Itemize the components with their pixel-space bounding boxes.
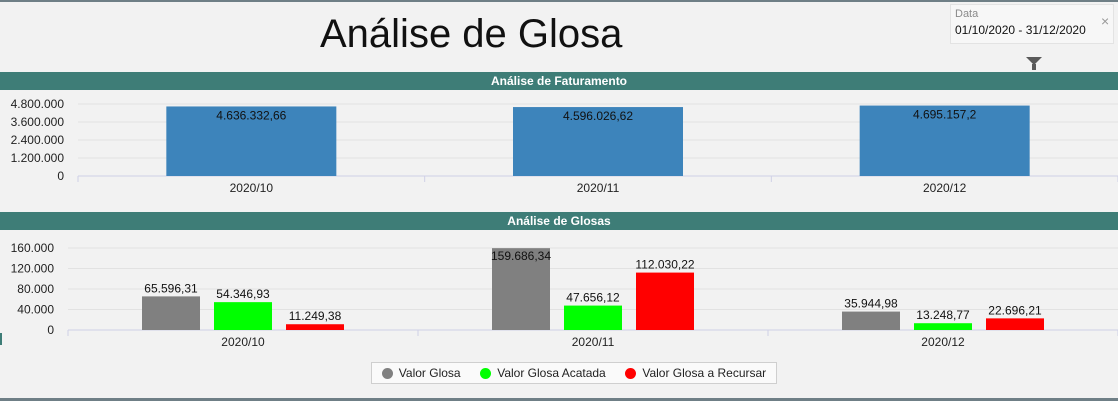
faturamento-header: Análise de Faturamento (0, 72, 1118, 90)
funnel-icon[interactable] (1026, 57, 1042, 65)
bar-data-label: 35.944,98 (844, 297, 898, 311)
legend-dot-icon (381, 367, 393, 379)
glosa-bar (492, 248, 550, 330)
y-tick-label: 4.800.000 (11, 97, 65, 111)
x-category-label: 2020/10 (230, 181, 274, 195)
legend-label: Valor Glosa Acatada (497, 366, 606, 380)
funnel-icon-stem (1032, 64, 1036, 70)
bar-data-label: 4.695.157,2 (913, 108, 977, 122)
legend-dot-icon (625, 367, 637, 379)
date-filter-label: Data (955, 8, 979, 20)
glosa-bar (986, 318, 1044, 330)
glosa-bar (142, 296, 200, 330)
left-marker (0, 333, 2, 345)
glosa-bar (564, 305, 622, 330)
x-category-label: 2020/12 (923, 181, 967, 195)
y-tick-label: 120.000 (11, 262, 55, 276)
bar-data-label: 4.596.026,62 (563, 109, 633, 123)
bar-data-label: 54.346,93 (216, 287, 270, 301)
bar-data-label: 4.636.332,66 (216, 108, 286, 122)
x-category-label: 2020/11 (572, 335, 615, 349)
y-tick-label: 2.400.000 (11, 133, 65, 147)
date-filter-value[interactable]: 01/10/2020 - 31/12/2020 (955, 23, 1086, 37)
top-border (0, 0, 1118, 2)
bar-data-label: 47.656,12 (566, 291, 620, 305)
y-tick-label: 0 (47, 323, 54, 337)
x-category-label: 2020/10 (221, 335, 265, 349)
faturamento-bar (166, 106, 337, 176)
glosa-bar (842, 311, 900, 330)
glosas-chart: 0 40.000 80.000 120.000 160.000 65.596,31 54.3… (11, 241, 1118, 349)
faturamento-bar (859, 105, 1030, 176)
bar-data-label: 13.248,77 (916, 308, 970, 322)
y-tick-label: 1.200.000 (11, 151, 65, 165)
x-category-label: 2020/12 (921, 335, 965, 349)
legend-item-valor-glosa[interactable]: Valor Glosa (381, 366, 461, 380)
bar-data-label: 159.686,34 (491, 249, 551, 263)
clear-filter-icon[interactable]: × (1101, 13, 1110, 29)
legend-item-valor-glosa-recursar[interactable]: Valor Glosa a Recursar (625, 366, 766, 380)
glosas-legend: Valor Glosa Valor Glosa Acatada Valor Gl… (371, 362, 777, 384)
bar-data-label: 11.249,38 (289, 309, 342, 323)
bottom-border (0, 398, 1118, 401)
bar-data-label: 112.030,22 (635, 258, 694, 272)
bar-data-label: 65.596,31 (144, 281, 198, 295)
legend-item-valor-glosa-acatada[interactable]: Valor Glosa Acatada (480, 366, 606, 380)
legend-dot-icon (480, 367, 492, 379)
glosa-bar (286, 324, 344, 330)
faturamento-chart: 0 1.200.000 2.400.000 3.600.000 4.800.000 4.6… (11, 97, 1118, 195)
glosa-bar (214, 302, 272, 330)
glosa-bar (636, 272, 694, 330)
y-tick-label: 80.000 (17, 282, 54, 296)
y-tick-label: 0 (57, 169, 64, 183)
bar-data-label: 22.696,21 (988, 303, 1042, 317)
legend-label: Valor Glosa a Recursar (642, 366, 767, 380)
date-filter[interactable]: Data 01/10/2020 - 31/12/2020 × (950, 4, 1114, 44)
faturamento-bar (513, 107, 683, 176)
legend-label: Valor Glosa (398, 366, 461, 380)
y-tick-label: 160.000 (11, 241, 55, 255)
glosas-header: Análise de Glosas (0, 212, 1118, 230)
y-tick-label: 40.000 (17, 303, 54, 317)
x-category-label: 2020/11 (577, 181, 620, 195)
glosa-bar (914, 323, 972, 330)
y-tick-label: 3.600.000 (11, 115, 65, 129)
page-title: Análise de Glosa (320, 12, 623, 56)
